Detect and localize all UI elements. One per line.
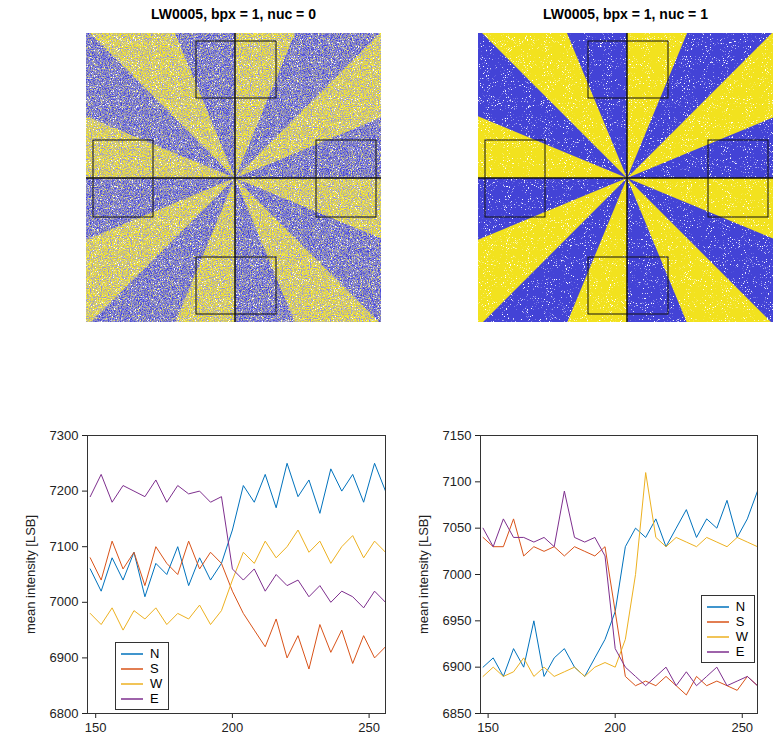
svg-text:7200: 7200: [50, 483, 79, 498]
svg-text:250: 250: [358, 720, 380, 735]
svg-text:7100: 7100: [50, 539, 79, 554]
html-text:LW0005, bpx = 1, nuc = 1: LW0005, bpx = 1, nuc = 1: [543, 6, 708, 22]
svg-text:150: 150: [477, 720, 499, 735]
svg-text:7050: 7050: [443, 520, 472, 535]
svg-text:200: 200: [222, 720, 244, 735]
html-text:N: N: [735, 599, 746, 614]
svg-text:250: 250: [731, 720, 753, 735]
svg-text:150: 150: [85, 720, 107, 735]
html-text:E: E: [735, 644, 745, 659]
html-text:LW0005, bpx = 1, nuc = 0: LW0005, bpx = 1, nuc = 0: [151, 6, 316, 22]
svg-text:7100: 7100: [443, 474, 472, 489]
svg-text:7000: 7000: [443, 567, 472, 582]
svg-text:7000: 7000: [50, 594, 79, 609]
html-text:W: W: [150, 676, 163, 691]
html-text:W: W: [735, 629, 748, 644]
svg-text:6850: 6850: [443, 706, 472, 721]
html-text:E: E: [150, 691, 159, 706]
html-text:S: S: [735, 614, 745, 629]
svg-text:6800: 6800: [50, 706, 79, 721]
svg-text:6900: 6900: [50, 650, 79, 665]
html-text:N: N: [150, 646, 160, 661]
svg-text:7300: 7300: [50, 428, 79, 443]
svg-text:mean intensity [LSB]: mean intensity [LSB]: [416, 515, 431, 634]
svg-text:mean intensity [LSB]: mean intensity [LSB]: [23, 515, 38, 634]
svg-text:6900: 6900: [443, 659, 472, 674]
svg-text:6950: 6950: [443, 613, 472, 628]
svg-text:7150: 7150: [443, 428, 472, 443]
svg-text:200: 200: [604, 720, 626, 735]
html-text:S: S: [150, 661, 159, 676]
